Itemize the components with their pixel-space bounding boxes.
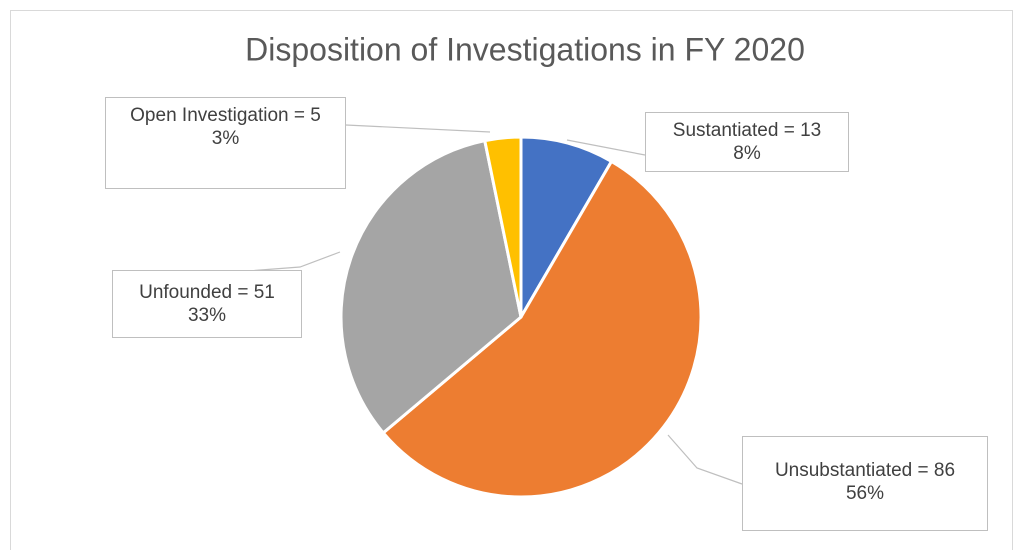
data-label: Open Investigation = 5 3%: [105, 97, 346, 189]
leader-lines: [221, 124, 743, 485]
percent-label: 3%: [211, 128, 240, 149]
data-label: Unsubstantiated = 86 56%: [742, 436, 988, 531]
pie-slice: [483, 135, 523, 319]
value-label: Unfounded = 51: [139, 282, 275, 303]
percent-label: 56%: [845, 483, 885, 504]
data-label: Sustantiated = 13 8%: [645, 112, 849, 172]
data-label: Unfounded = 51 33%: [112, 270, 302, 338]
percent-label: 8%: [733, 143, 761, 164]
value-label: Open Investigation = 5: [130, 105, 321, 126]
leader-line: [345, 124, 491, 133]
chart-title: Disposition of Investigations in FY 2020: [245, 31, 805, 67]
pie-slice: [339, 139, 523, 435]
pie-slice: [519, 135, 614, 319]
value-label: Unsubstantiated = 86: [774, 460, 956, 481]
pie-slice: [381, 159, 703, 499]
value-label: Sustantiated = 13: [672, 120, 822, 141]
leader-line: [566, 139, 646, 156]
percent-label: 33%: [187, 305, 227, 326]
leader-line: [667, 434, 743, 485]
pie: [339, 135, 703, 499]
